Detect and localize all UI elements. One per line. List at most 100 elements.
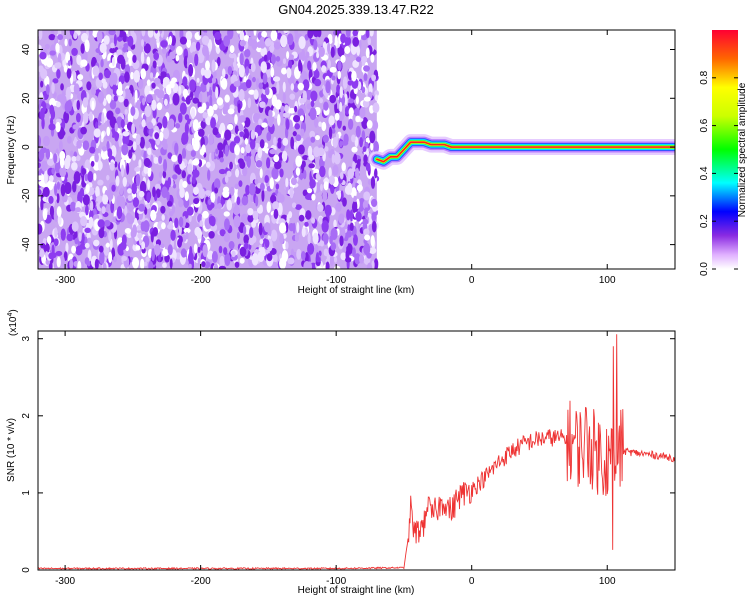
noise-cell [158, 155, 163, 165]
noise-cell [305, 51, 310, 59]
noise-cell [239, 131, 245, 137]
noise-cell [352, 37, 360, 47]
noise-cell [222, 106, 228, 115]
noise-cell [319, 165, 326, 178]
noise-cell [352, 161, 356, 170]
noise-cell [333, 152, 341, 165]
noise-cell [310, 136, 316, 143]
noise-cell [200, 159, 207, 165]
noise-cell [80, 126, 87, 135]
noise-cell [181, 147, 187, 160]
bottom-y-axis-label: SNR (10 * v/v) [6, 418, 17, 482]
noise-cell [191, 137, 196, 147]
noise-cell [83, 111, 89, 124]
noise-cell [216, 97, 224, 106]
noise-cell [115, 107, 121, 115]
noise-cell [353, 195, 357, 203]
noise-cell [160, 243, 165, 249]
multiplier-close: ) [8, 309, 19, 312]
noise-cell [56, 181, 61, 190]
noise-cell [84, 236, 88, 245]
noise-cell [238, 64, 245, 78]
noise-cell [239, 246, 247, 257]
noise-cell [131, 123, 135, 135]
noise-cell [111, 184, 116, 192]
noise-cell [285, 177, 289, 188]
colorbar-ticks: 0.0 0.2 0.4 0.6 0.8 [699, 70, 738, 276]
noise-cell [355, 167, 360, 180]
noise-cell [331, 128, 336, 134]
noise-cell [319, 183, 323, 192]
noise-cell [366, 120, 373, 129]
noise-cell [143, 157, 151, 167]
noise-cell [172, 174, 178, 180]
noise-cell [373, 140, 379, 154]
noise-cell [193, 198, 200, 205]
noise-cell [328, 37, 333, 44]
noise-cell [283, 112, 290, 118]
noise-cell [51, 167, 56, 175]
noise-cell [49, 50, 56, 56]
noise-cell [114, 122, 118, 132]
noise-cell [160, 40, 168, 48]
noise-cell [89, 200, 94, 211]
noise-cell [92, 65, 100, 77]
noise-cell [288, 59, 293, 70]
noise-cell [151, 99, 157, 111]
noise-cell [166, 200, 173, 207]
noise-cell [183, 227, 191, 234]
noise-cell [368, 247, 377, 254]
noise-cell [213, 178, 221, 190]
noise-cell [318, 216, 323, 225]
noise-cell [286, 33, 294, 46]
noise-cell [77, 74, 84, 81]
noise-cell [213, 263, 219, 269]
noise-cell [49, 205, 55, 217]
noise-cell [266, 253, 273, 262]
noise-cell [192, 119, 199, 132]
noise-cell [78, 232, 82, 242]
noise-cell [372, 102, 380, 114]
noise-cell [363, 242, 371, 256]
noise-cell [333, 256, 338, 263]
x-tick-label: 0 [469, 576, 475, 587]
noise-cell [107, 94, 112, 104]
noise-cell [370, 142, 374, 151]
noise-cell [82, 194, 90, 206]
noise-cell [56, 62, 62, 69]
noise-cell [314, 78, 322, 87]
noise-cell [370, 54, 375, 63]
noise-cell [311, 217, 316, 224]
noise-cell [146, 203, 151, 210]
noise-cell [269, 149, 277, 155]
noise-cell [64, 38, 68, 47]
noise-cell [245, 184, 250, 196]
noise-cell [295, 134, 302, 142]
top-y-axis-label: Frequency (Hz) [6, 116, 17, 185]
noise-cell [355, 115, 361, 123]
noise-cell [363, 65, 370, 72]
noise-cell [59, 165, 67, 178]
y-tick-label: 0 [21, 567, 32, 573]
noise-cell [147, 166, 152, 177]
noise-cell [226, 199, 233, 211]
noise-cell [84, 257, 90, 265]
x-tick-label: 0 [469, 275, 475, 286]
noise-cell [359, 198, 365, 205]
noise-cell [288, 107, 296, 114]
noise-cell [41, 160, 48, 172]
noise-cell [89, 146, 96, 154]
noise-cell [186, 206, 194, 216]
multiplier-base: (x10 [8, 316, 19, 336]
noise-cell [237, 103, 241, 114]
noise-cell [219, 229, 226, 237]
noise-cell [193, 243, 198, 254]
noise-cell [122, 185, 128, 198]
noise-cell [355, 211, 362, 222]
noise-cell [192, 158, 200, 166]
noise-cell [103, 35, 110, 45]
noise-cell [42, 135, 50, 147]
noise-cell [352, 60, 360, 68]
noise-cell [97, 179, 104, 186]
noise-cell [123, 98, 129, 108]
